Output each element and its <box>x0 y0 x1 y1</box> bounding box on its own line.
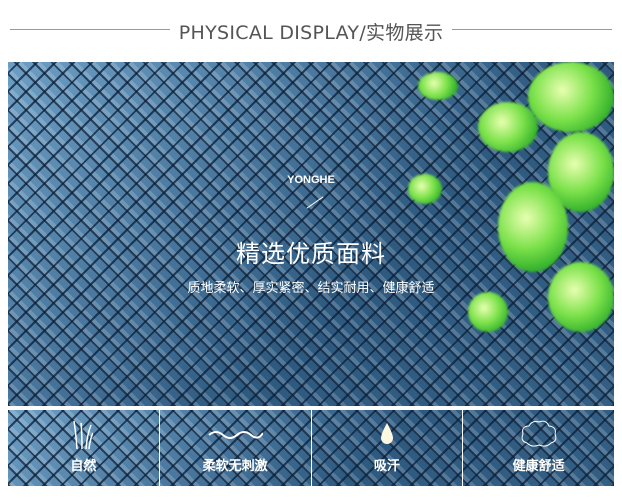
grass-icon <box>73 419 94 449</box>
feature-label: 健康舒适 <box>512 459 565 474</box>
leaf-decoration <box>408 174 442 204</box>
subtitle: 质地柔软、厚实紧密、结实耐用、健康舒适 <box>187 281 435 296</box>
feature-soft: 柔软无刺激 <box>160 410 312 486</box>
fabric-photo: YONGHE 精选优质面料 质地柔软、厚实紧密、结实耐用、健康舒适 <box>8 62 614 406</box>
feature-label: 自然 <box>70 459 97 474</box>
feature-healthy: 健康舒适 <box>463 410 614 486</box>
leaf-decoration <box>418 72 458 100</box>
section-title: PHYSICAL DISPLAY/实物展示 <box>178 22 444 44</box>
wave-icon <box>207 419 264 449</box>
leaf-decoration <box>528 62 614 132</box>
leaf-decoration <box>468 292 508 332</box>
water-drop-icon <box>379 419 395 449</box>
slash-decoration <box>306 196 324 209</box>
cloud-icon <box>519 419 559 449</box>
divider <box>452 29 612 30</box>
brand-name: YONGHE <box>287 174 335 186</box>
section-header: PHYSICAL DISPLAY/实物展示 <box>0 14 622 44</box>
leaf-decoration <box>548 262 614 332</box>
feature-strip: 自然 柔软无刺激 吸汗 健康舒适 <box>8 408 614 486</box>
divider <box>10 29 170 30</box>
leaf-decoration <box>478 102 538 152</box>
headline: 精选优质面料 <box>236 240 386 268</box>
leaf-decoration <box>498 182 568 272</box>
feature-label: 吸汗 <box>373 459 400 474</box>
feature-absorb: 吸汗 <box>312 410 464 486</box>
feature-label: 柔软无刺激 <box>202 459 268 474</box>
feature-natural: 自然 <box>8 410 160 486</box>
